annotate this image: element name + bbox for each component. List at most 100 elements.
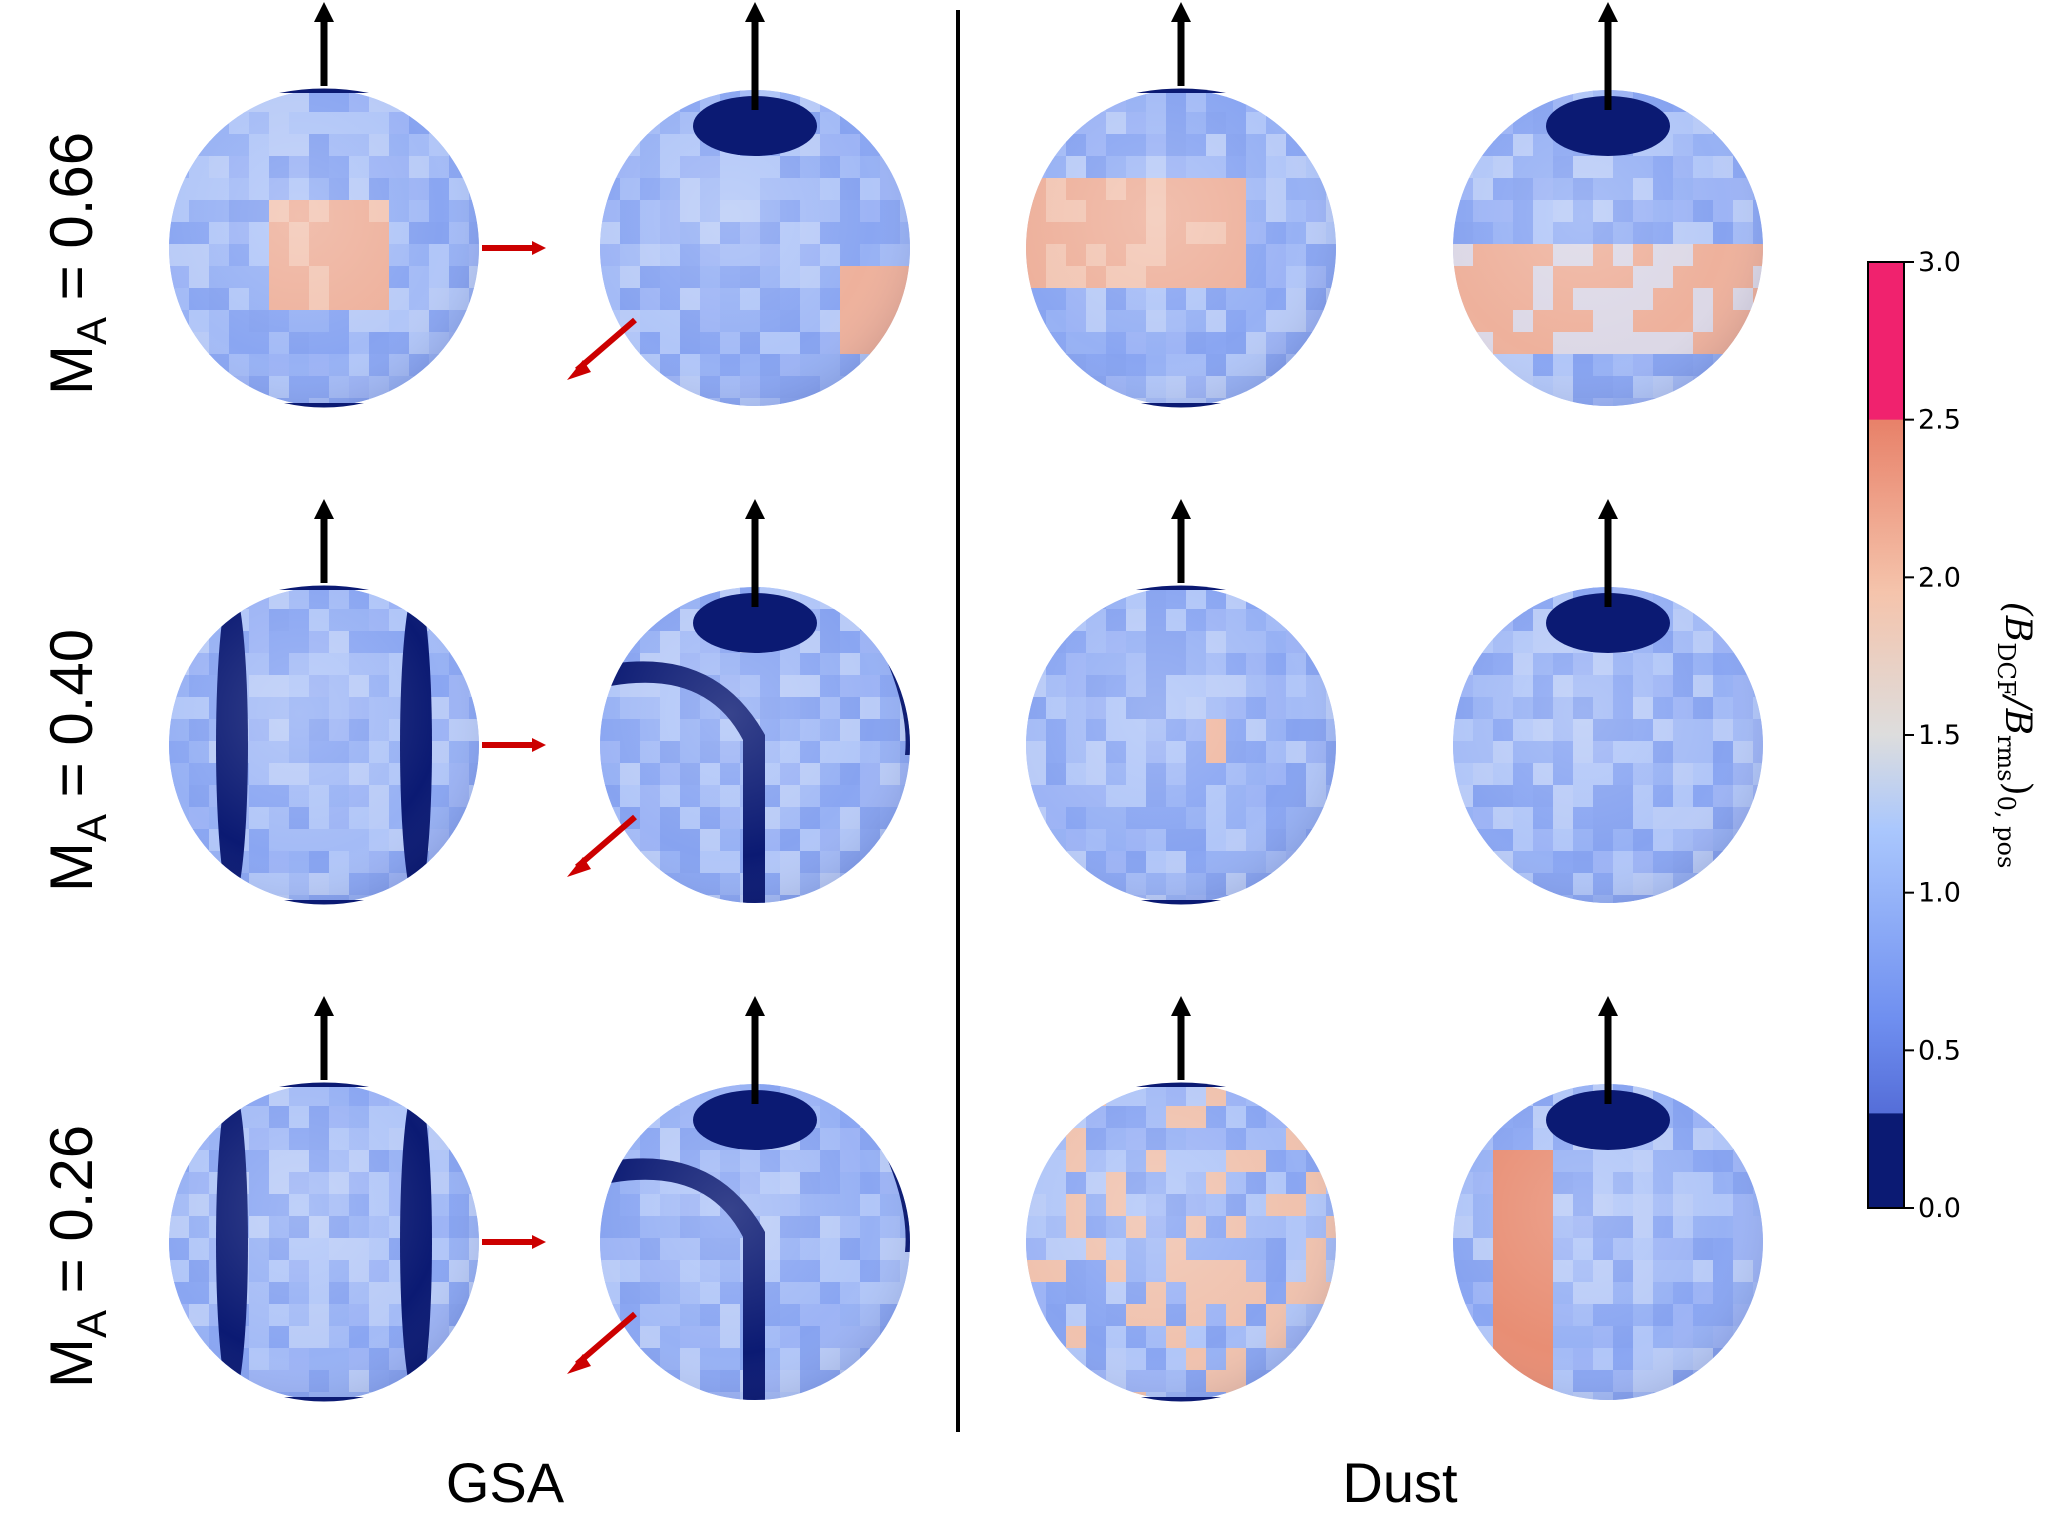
sphere-cell — [1306, 1348, 1327, 1371]
sphere-cell — [900, 807, 910, 830]
sphere-cell — [1753, 156, 1763, 179]
column-label-gsa: GSA — [446, 1451, 565, 1514]
sphere-cell — [449, 398, 470, 406]
sphere-cell — [1266, 1084, 1287, 1107]
sphere-cell — [840, 873, 861, 896]
sphere-cell — [680, 1392, 701, 1400]
sphere-cell — [900, 587, 910, 610]
sphere-cell — [1326, 354, 1336, 377]
sphere-cell — [1326, 134, 1336, 157]
sphere-cell — [1713, 873, 1734, 896]
sphere-shade — [600, 90, 910, 406]
sphere-cell — [860, 90, 881, 113]
field-arrow-head — [745, 499, 765, 519]
sphere-cell — [1026, 587, 1047, 610]
sphere-surface — [1026, 587, 1336, 903]
sphere-cell — [900, 112, 910, 135]
sphere — [169, 499, 546, 905]
sphere-cell — [169, 851, 190, 874]
sphere-cell — [229, 398, 250, 406]
sphere-cell — [189, 376, 210, 399]
sphere-cell — [189, 354, 210, 377]
sphere-cell — [900, 873, 910, 896]
sphere-cell — [660, 398, 681, 406]
sphere-cell — [700, 398, 721, 406]
sphere-cell — [1326, 851, 1336, 874]
sphere-cell — [600, 631, 621, 654]
sphere-cell — [1533, 398, 1554, 406]
sphere-cell — [189, 873, 210, 896]
sphere-cell — [1453, 332, 1474, 355]
colorbar-label-end: ) — [1997, 782, 2038, 796]
sphere-cell — [1026, 1392, 1047, 1400]
sphere-cell — [900, 895, 910, 903]
sphere-cell — [1286, 587, 1307, 610]
red-arrow — [575, 1311, 637, 1367]
sphere-cell — [469, 178, 479, 201]
sphere-cell — [1046, 1084, 1067, 1107]
sphere-cell — [409, 587, 430, 610]
sphere-cell — [620, 1348, 641, 1371]
sphere-cell — [1493, 1370, 1514, 1393]
sphere-cell — [1066, 90, 1087, 113]
red-arrow-head — [532, 241, 546, 255]
field-arrow-head — [1171, 996, 1191, 1016]
sphere-cell — [1066, 1370, 1087, 1393]
sphere-cell — [1326, 1392, 1336, 1400]
sphere-cell — [880, 631, 901, 654]
sphere-cell — [1086, 90, 1107, 113]
sphere-cell — [1653, 895, 1674, 903]
sphere-cell — [1453, 1326, 1474, 1349]
sphere — [1026, 2, 1336, 408]
sphere-cell — [1473, 376, 1494, 399]
colorbar-label-sub3: 0, pos — [1992, 796, 2020, 869]
sphere-cell — [1493, 398, 1514, 406]
sphere-cell — [1513, 587, 1534, 610]
sphere-cell — [1453, 1084, 1474, 1107]
sphere-cell — [1513, 1084, 1534, 1107]
sphere-cell — [1513, 895, 1534, 903]
sphere-cell — [169, 609, 190, 632]
sphere-cell — [600, 112, 621, 135]
sphere-cell — [1673, 1392, 1694, 1400]
sphere-cell — [449, 1370, 470, 1393]
sphere-cell — [269, 1392, 290, 1400]
sphere-cell — [640, 895, 661, 903]
sphere-cell — [880, 1348, 901, 1371]
sphere-cell — [429, 376, 450, 399]
sphere-cell — [1046, 90, 1067, 113]
sphere-cell — [1266, 398, 1287, 406]
field-arrow-head — [1598, 499, 1618, 519]
sphere-cell — [1513, 90, 1534, 113]
sphere-cell — [229, 895, 250, 903]
sphere-cell — [169, 1392, 190, 1400]
field-arrow-head — [1171, 499, 1191, 519]
sphere-cell — [1473, 112, 1494, 135]
sphere — [567, 499, 910, 903]
sphere-cell — [1026, 376, 1047, 399]
sphere-cell — [1326, 873, 1336, 896]
sphere-cell — [880, 609, 901, 632]
sphere-cell — [1733, 134, 1754, 157]
sphere-cell — [1326, 112, 1336, 135]
row-label-prefix: M — [38, 1338, 105, 1388]
sphere-cell — [1086, 1392, 1107, 1400]
sphere-cell — [900, 354, 910, 377]
red-arrow-head — [532, 1235, 546, 1249]
sphere-cell — [600, 895, 621, 903]
sphere-cell — [1553, 398, 1574, 406]
sphere-cell — [1733, 895, 1754, 903]
sphere-cell — [840, 587, 861, 610]
sphere-cell — [1733, 609, 1754, 632]
sphere-cell — [620, 873, 641, 896]
sphere-cell — [880, 1106, 901, 1129]
sphere-cell — [1306, 609, 1327, 632]
sphere-cell — [1473, 895, 1494, 903]
sphere-cell — [369, 1392, 390, 1400]
svg-text:MA = 0.40: MA = 0.40 — [38, 629, 115, 892]
sphere-cell — [1753, 112, 1763, 135]
sphere-cell — [900, 1326, 910, 1349]
sphere-cell — [169, 112, 190, 135]
sphere-pole-cap — [1136, 1082, 1226, 1087]
sphere-cell — [249, 1392, 270, 1400]
